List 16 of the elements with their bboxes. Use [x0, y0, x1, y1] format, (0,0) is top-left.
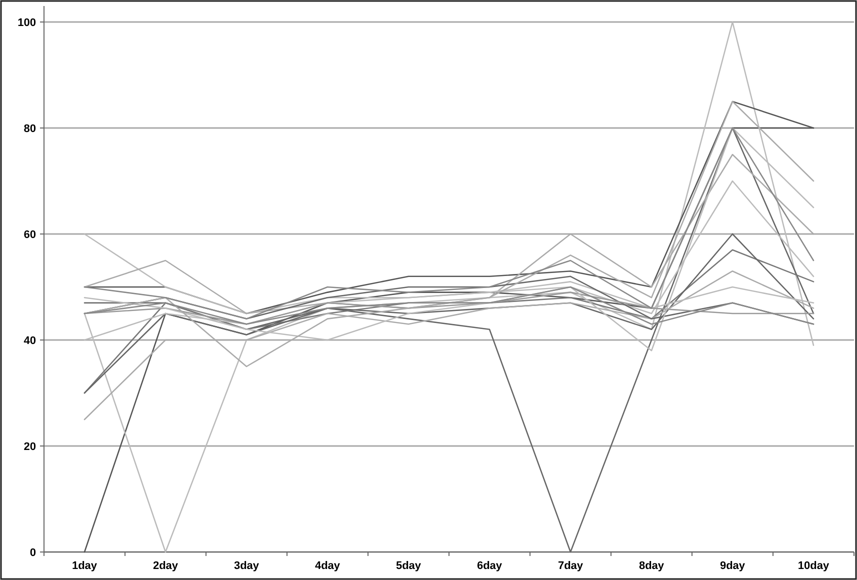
x-tick-label: 9day: [720, 560, 746, 572]
x-tick-label: 8day: [638, 560, 665, 572]
x-tick-label: 3day: [234, 560, 260, 572]
y-tick-label: 60: [24, 228, 36, 241]
x-tick-label: 10day: [798, 560, 830, 572]
y-tick-label: 20: [24, 440, 36, 453]
y-tick-label: 0: [30, 546, 36, 559]
x-tick-label: 1day: [72, 560, 98, 572]
x-tick-label: 2day: [152, 560, 179, 572]
y-tick-label: 40: [24, 334, 36, 347]
x-tick-label: 6day: [476, 560, 503, 572]
x-tick-label: 4day: [314, 560, 341, 572]
y-tick-label: 80: [24, 122, 36, 135]
x-tick-label: 5day: [396, 560, 422, 572]
x-tick-label: 7day: [558, 560, 584, 572]
y-tick-label: 100: [18, 16, 36, 29]
